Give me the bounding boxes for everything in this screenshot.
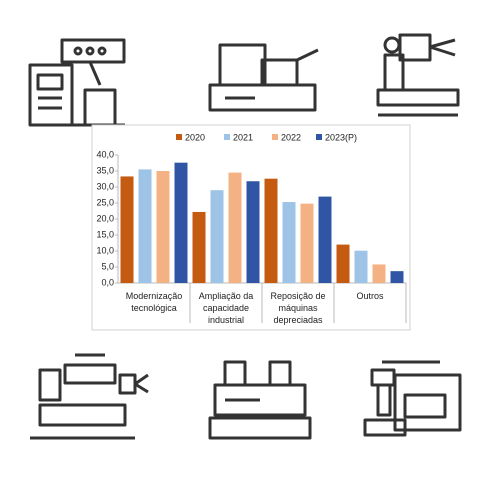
legend-swatch bbox=[224, 134, 230, 140]
y-tick-label: 5,0 bbox=[101, 261, 114, 271]
legend-swatch bbox=[316, 134, 322, 140]
legend-label: 2023(P) bbox=[325, 132, 357, 142]
bar bbox=[372, 264, 386, 283]
y-tick-label: 0,0 bbox=[101, 277, 114, 287]
legend-label: 2021 bbox=[233, 132, 253, 142]
x-tick-label: Outros bbox=[356, 291, 384, 301]
machine-icon bbox=[28, 38, 126, 127]
bar bbox=[156, 171, 170, 283]
legend-swatch bbox=[176, 134, 182, 140]
y-tick-label: 35,0 bbox=[96, 165, 114, 175]
y-tick-label: 30,0 bbox=[96, 181, 114, 191]
bar bbox=[354, 250, 368, 283]
machine-icon bbox=[376, 33, 460, 117]
machine-icon bbox=[30, 353, 149, 440]
legend-label: 2020 bbox=[185, 132, 205, 142]
bar bbox=[300, 203, 314, 283]
x-tick-label: Ampliação da capacidade industrial bbox=[199, 291, 254, 325]
bar bbox=[192, 211, 206, 283]
x-tick-label: Modernização tecnológica bbox=[126, 291, 183, 313]
bar bbox=[228, 172, 242, 283]
y-tick-label: 15,0 bbox=[96, 229, 114, 239]
legend-swatch bbox=[272, 134, 278, 140]
bar bbox=[390, 271, 404, 283]
machine-icon bbox=[208, 43, 319, 112]
bar bbox=[282, 202, 296, 283]
machine-icon bbox=[363, 360, 462, 437]
bar bbox=[210, 190, 224, 283]
legend-label: 2022 bbox=[281, 132, 301, 142]
bar bbox=[264, 178, 278, 283]
bar bbox=[174, 162, 188, 283]
y-tick-label: 25,0 bbox=[96, 197, 114, 207]
y-tick-label: 40,0 bbox=[96, 149, 114, 159]
bar bbox=[336, 244, 350, 283]
bar bbox=[120, 176, 134, 283]
machine-icon bbox=[208, 360, 312, 440]
bar bbox=[246, 181, 260, 283]
x-tick-label: Reposição de máquinas depreciadas bbox=[270, 291, 325, 325]
y-tick-label: 20,0 bbox=[96, 213, 114, 223]
bar bbox=[318, 196, 332, 283]
bar bbox=[138, 169, 152, 283]
y-tick-label: 10,0 bbox=[96, 245, 114, 255]
